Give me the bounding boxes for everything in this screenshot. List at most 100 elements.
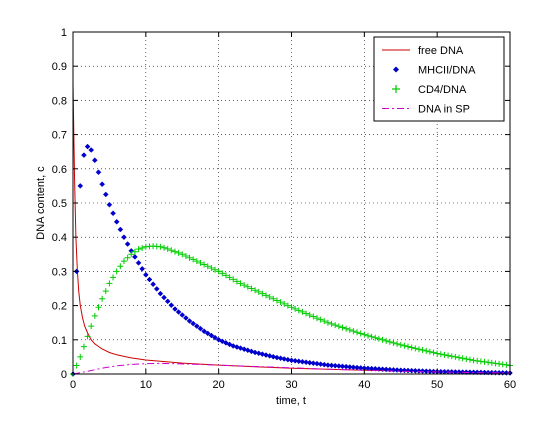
data-point xyxy=(405,367,411,374)
data-point xyxy=(317,316,324,323)
data-point xyxy=(135,259,142,266)
data-point xyxy=(408,344,415,351)
data-point xyxy=(299,308,306,315)
data-point xyxy=(186,254,193,261)
data-point xyxy=(274,354,280,361)
data-point xyxy=(303,359,309,366)
data-point xyxy=(117,226,124,233)
data-point xyxy=(110,274,117,281)
y-axis-label: DNA content, c xyxy=(35,166,47,240)
data-point xyxy=(237,280,244,287)
data-point xyxy=(288,357,295,364)
data-point xyxy=(201,261,208,268)
data-point xyxy=(226,274,233,281)
data-point xyxy=(277,355,284,362)
data-point xyxy=(241,282,248,289)
data-point xyxy=(219,270,226,277)
y-tick-label: 0.8 xyxy=(52,95,67,107)
data-point xyxy=(430,349,437,356)
data-point xyxy=(386,338,393,345)
data-point xyxy=(295,307,302,314)
y-tick-label: 0.1 xyxy=(52,335,67,347)
data-point xyxy=(182,253,189,260)
y-tick-label: 0.3 xyxy=(52,266,67,278)
data-point xyxy=(106,201,113,208)
data-point xyxy=(161,244,168,251)
data-point xyxy=(335,323,342,330)
data-point xyxy=(343,325,350,332)
data-point xyxy=(332,322,339,329)
data-point xyxy=(201,328,207,335)
legend-label: MHCII/DNA xyxy=(418,65,476,77)
data-point xyxy=(259,290,266,297)
data-point xyxy=(88,323,95,330)
data-point xyxy=(197,325,204,332)
data-point xyxy=(288,304,295,311)
data-point xyxy=(204,330,211,337)
data-point xyxy=(325,362,331,368)
data-point xyxy=(317,361,324,368)
data-point xyxy=(310,313,317,320)
data-point xyxy=(379,366,386,373)
data-point xyxy=(466,356,473,363)
x-tick-label: 0 xyxy=(70,379,76,391)
data-point xyxy=(208,264,215,271)
legend-label: CD4/DNA xyxy=(418,84,467,96)
data-point xyxy=(150,281,156,288)
data-point xyxy=(441,351,448,358)
data-point xyxy=(426,348,433,355)
data-point xyxy=(499,361,506,368)
data-point xyxy=(164,245,171,252)
data-point xyxy=(470,357,477,364)
x-tick-label: 10 xyxy=(140,379,152,391)
data-point xyxy=(132,254,138,260)
data-point xyxy=(412,367,419,374)
data-point xyxy=(99,181,105,188)
data-point xyxy=(179,251,186,258)
data-point xyxy=(171,248,178,255)
data-point xyxy=(175,309,182,315)
data-point xyxy=(270,295,277,302)
data-point xyxy=(496,360,503,367)
data-point xyxy=(401,342,408,349)
y-tick-label: 0.5 xyxy=(52,198,67,210)
data-point xyxy=(415,346,422,353)
data-point xyxy=(492,360,499,367)
data-point xyxy=(477,358,484,365)
data-point xyxy=(266,294,273,301)
data-point xyxy=(448,353,455,360)
data-point xyxy=(77,183,84,189)
data-point xyxy=(131,248,138,255)
data-point xyxy=(106,280,113,287)
data-point xyxy=(197,259,204,266)
data-point xyxy=(157,290,164,297)
data-point xyxy=(183,315,189,321)
data-point xyxy=(146,276,153,283)
data-point xyxy=(102,191,109,198)
data-point xyxy=(383,337,390,344)
data-point xyxy=(456,369,462,375)
data-point xyxy=(121,234,127,241)
data-point xyxy=(110,210,116,217)
data-point xyxy=(190,320,197,327)
data-point xyxy=(299,358,306,365)
legend: free DNA MHCII/DNA CD4/DNA DNA in SP xyxy=(373,36,505,122)
data-point xyxy=(84,143,91,150)
x-tick-label: 20 xyxy=(213,379,225,391)
data-point xyxy=(179,312,186,318)
data-point xyxy=(306,312,313,319)
data-point xyxy=(91,157,98,164)
data-point xyxy=(303,310,310,317)
data-point xyxy=(95,304,102,311)
data-point xyxy=(372,365,379,372)
data-point xyxy=(222,272,229,279)
y-tick-label: 0 xyxy=(61,369,67,381)
data-point xyxy=(390,339,397,346)
data-point xyxy=(226,341,233,348)
data-point xyxy=(445,352,452,359)
data-point xyxy=(328,362,335,369)
series-line xyxy=(72,362,511,375)
data-point xyxy=(379,336,386,343)
data-point xyxy=(452,353,459,360)
x-tick-label: 40 xyxy=(358,379,370,391)
